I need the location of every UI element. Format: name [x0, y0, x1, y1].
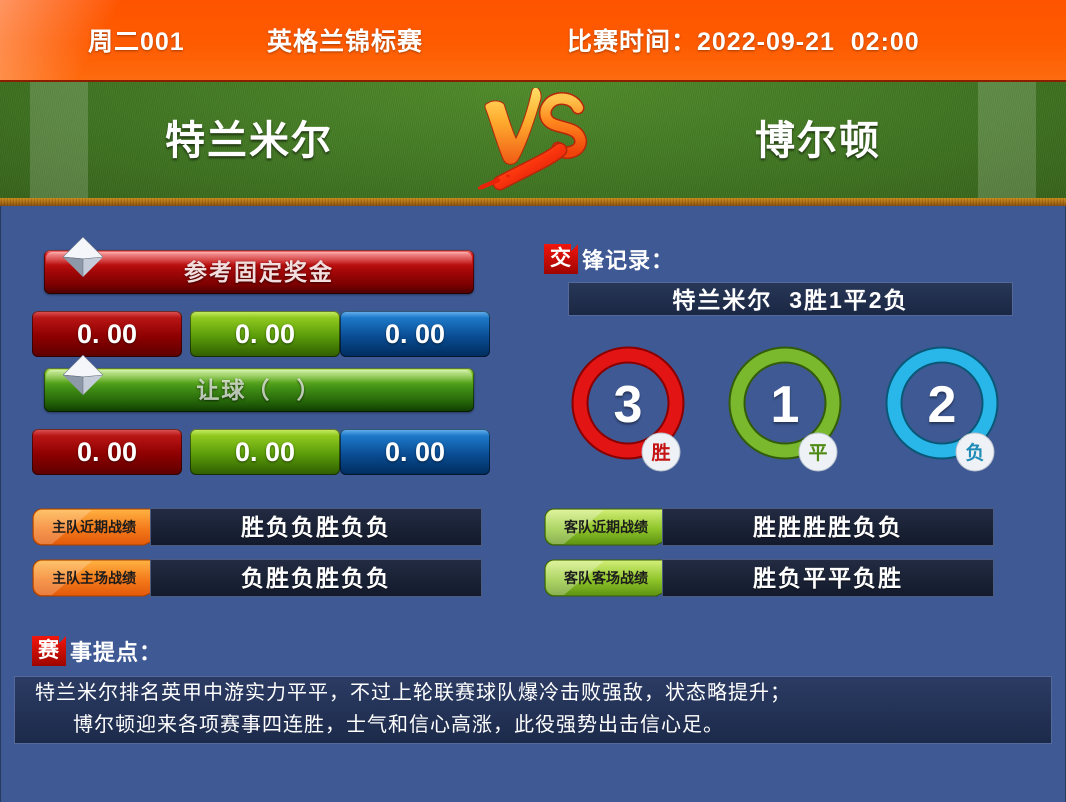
svg-text:平: 平: [808, 443, 827, 464]
svg-text:胜: 胜: [651, 442, 670, 464]
svg-text:负: 负: [965, 441, 984, 464]
